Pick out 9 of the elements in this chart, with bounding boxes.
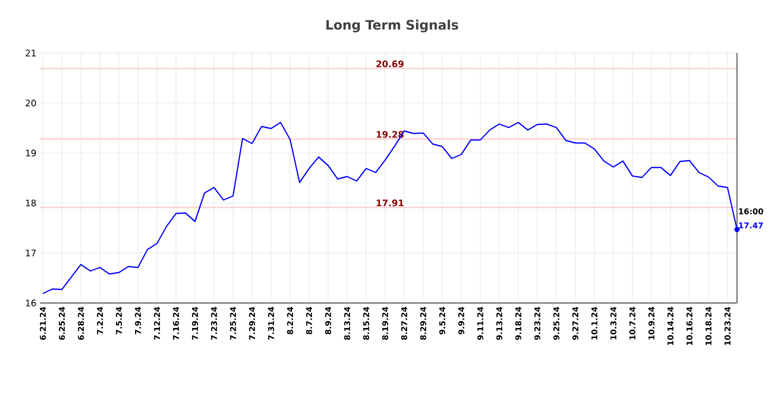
y-tick-label: 19 bbox=[26, 150, 36, 156]
y-tick-label: 21 bbox=[26, 50, 36, 56]
y-tick-label: 20 bbox=[26, 100, 36, 106]
y-tick-label: 18 bbox=[26, 200, 36, 206]
ref-line-label: 20.69 bbox=[376, 60, 404, 68]
chart-title: Long Term Signals bbox=[326, 20, 458, 32]
y-tick-label: 17 bbox=[26, 250, 36, 256]
y-tick-label: 16 bbox=[26, 300, 36, 306]
ref-line-label: 17.91 bbox=[376, 200, 404, 206]
